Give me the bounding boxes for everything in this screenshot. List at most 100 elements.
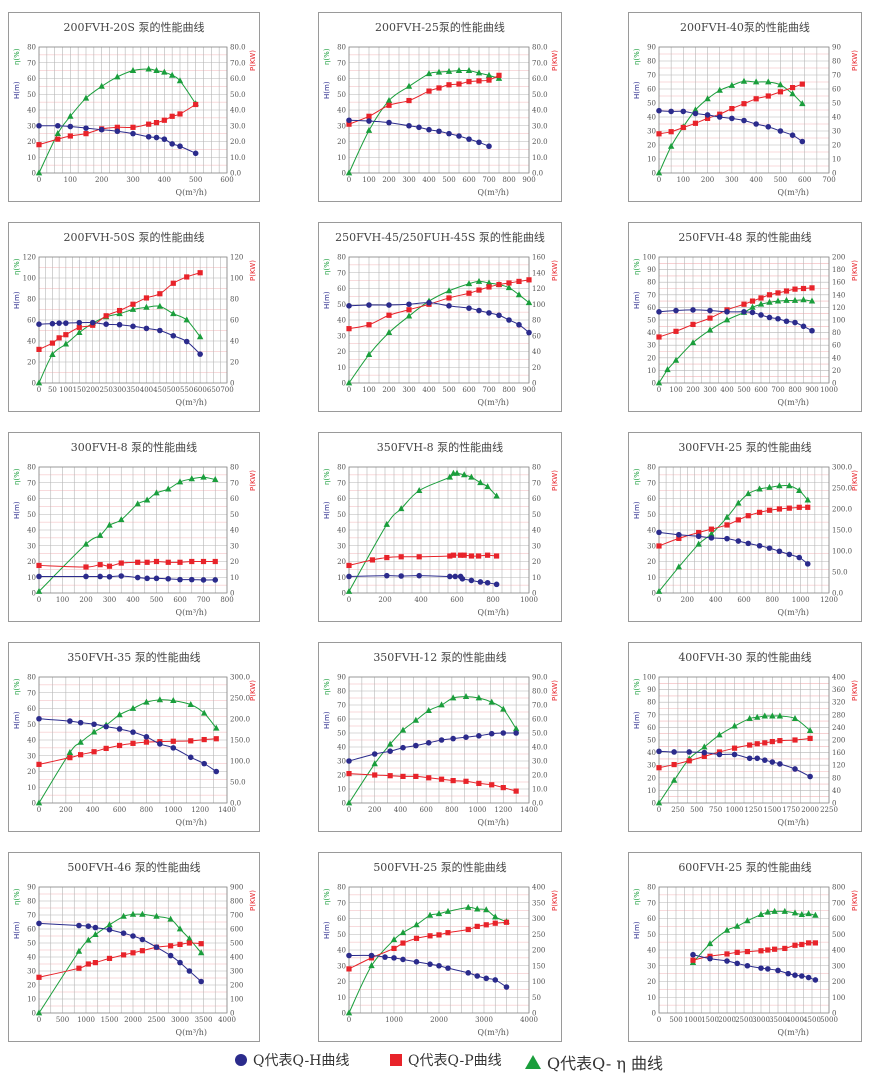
data-point-p [201, 736, 207, 743]
chart-title: 250FVH-48 泵的性能曲线 [678, 230, 811, 244]
data-point-eta [706, 940, 714, 947]
data-point-h [398, 573, 404, 579]
data-point-h [686, 749, 693, 755]
y-right-tick-label: 60 [532, 332, 541, 340]
data-point-h [387, 748, 393, 754]
data-point-p [450, 552, 456, 558]
axis-label-q: Q(m³/h) [478, 398, 509, 407]
y-left-tick-label: 0 [342, 380, 346, 388]
data-point-p [465, 926, 471, 933]
x-tick-label: 4000 [218, 1016, 236, 1024]
data-point-p [776, 506, 783, 512]
x-tick-label: 400 [422, 176, 435, 184]
y-left-tick-label: 70 [647, 479, 656, 487]
data-point-p [486, 284, 492, 290]
circle-marker-icon [235, 1054, 247, 1066]
x-tick-label: 250 [99, 386, 112, 394]
data-point-h [804, 561, 811, 567]
data-point-h [213, 768, 220, 775]
data-point-eta [444, 907, 452, 914]
data-point-eta [143, 303, 150, 310]
grid [658, 886, 830, 1014]
axis-label-p: P(KW) [551, 260, 559, 281]
x-tick-label: 200 [368, 806, 381, 814]
data-point-p [796, 504, 802, 510]
y-right-tick-label: 30 [832, 128, 841, 136]
data-point-eta [783, 296, 790, 303]
data-point-p [56, 335, 62, 341]
data-point-p [103, 313, 109, 319]
data-point-p [724, 522, 730, 528]
data-point-h [391, 955, 397, 961]
data-point-h [98, 126, 105, 133]
data-point-h [134, 574, 141, 581]
axis-label-eta: η(%) [13, 678, 21, 695]
axis-label-h: H(m) [13, 291, 21, 309]
y-right-tick-label: 500 [832, 931, 845, 939]
y-left-tick-label: 80 [337, 688, 346, 696]
data-point-eta [114, 73, 121, 80]
data-point-h [656, 748, 662, 755]
y-left-tick-label: 120 [23, 254, 36, 262]
data-point-eta [153, 912, 160, 919]
data-point-p [103, 745, 109, 751]
x-tick-label: 500 [56, 1016, 69, 1024]
data-point-p [656, 131, 662, 137]
data-point-p [369, 557, 375, 563]
y-left-tick-label: 60 [647, 915, 656, 923]
data-point-p [690, 957, 696, 963]
y-left-tick-label: 70 [337, 702, 346, 710]
y-left-tick-label: 20 [27, 558, 36, 566]
data-point-h [486, 310, 492, 316]
x-tick-label: 400 [709, 596, 722, 604]
data-point-p [782, 945, 788, 952]
grid [38, 256, 228, 384]
data-point-p [153, 558, 160, 565]
data-point-eta [90, 728, 98, 735]
data-point-p [729, 106, 735, 112]
axis-label-h: H(m) [13, 81, 21, 99]
y-left-tick-label: 70 [27, 912, 36, 920]
data-point-h [76, 319, 83, 326]
y-right-tick-label: 800 [230, 898, 243, 906]
x-tick-label: 600 [737, 596, 750, 604]
y-right-tick-label: 60.0 [230, 75, 246, 83]
x-tick-label: 5000 [820, 1016, 838, 1024]
y-left-tick-label: 30 [647, 542, 656, 550]
x-tick-label: 1000 [385, 1016, 403, 1024]
data-point-p [749, 298, 756, 304]
data-point-h [812, 977, 819, 983]
chart-title: 200FVH-50S 泵的性能曲线 [64, 230, 205, 244]
data-point-eta [749, 303, 756, 310]
data-point-eta [368, 962, 375, 969]
data-point-p [516, 278, 522, 285]
x-tick-label: 0 [37, 1016, 41, 1024]
y-left-tick-label: 80 [337, 254, 346, 262]
data-point-eta [62, 340, 70, 347]
data-point-h [157, 741, 163, 747]
plot-area-frame [38, 676, 228, 804]
data-point-eta [399, 726, 407, 733]
chart-panel: 600FVH-25 泵的性能曲线 0 500 1000 1500 2000 2500 3000… [628, 852, 862, 1042]
data-point-h [474, 973, 481, 979]
data-point-h [452, 573, 458, 580]
data-point-eta [129, 910, 137, 917]
data-point-h [67, 123, 74, 130]
data-point-p [55, 136, 61, 142]
y-left-tick-label: 70 [337, 899, 346, 907]
y-right-tick-label: 160 [832, 279, 845, 287]
data-point-eta [453, 469, 461, 476]
data-point-h [413, 959, 420, 965]
data-point-p [492, 920, 498, 926]
y-left-tick-label: 0 [652, 170, 656, 178]
y-left-tick-label: 40 [647, 114, 656, 122]
x-tick-label: 500 [150, 596, 163, 604]
data-point-p [468, 553, 474, 559]
plot-area-frame [348, 886, 530, 1014]
x-tick-label: 0 [347, 1016, 351, 1024]
data-point-eta [483, 906, 490, 913]
x-tick-label: 400 [422, 386, 435, 394]
